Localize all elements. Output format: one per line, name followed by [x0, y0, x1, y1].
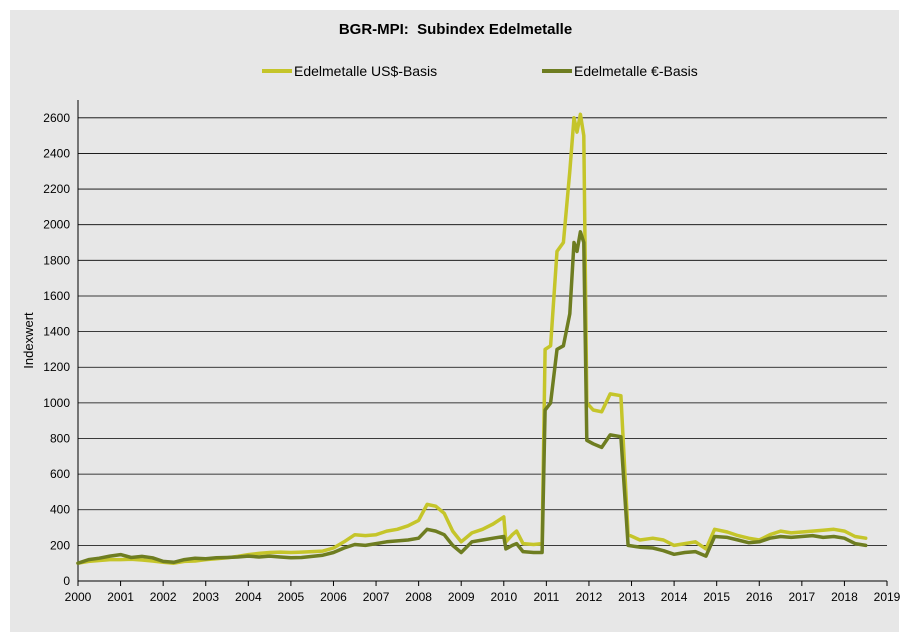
x-tick-label: 2004 — [235, 590, 262, 604]
x-tick-label: 2014 — [661, 590, 688, 604]
y-tick-label: 600 — [50, 467, 70, 481]
legend-swatch-eur — [542, 69, 572, 73]
legend-item-usd: Edelmetalle US$-Basis — [262, 62, 437, 80]
y-tick-label: 1200 — [43, 360, 70, 374]
y-tick-label: 1600 — [43, 289, 70, 303]
x-tick-label: 2007 — [363, 590, 390, 604]
x-tick-label: 2015 — [703, 590, 730, 604]
x-tick-label: 2005 — [278, 590, 305, 604]
y-tick-label: 400 — [50, 503, 70, 517]
x-tick-label: 2013 — [618, 590, 645, 604]
y-tick-label: 2000 — [43, 218, 70, 232]
series-line-usd — [76, 112, 868, 565]
x-tick-label: 2008 — [405, 590, 432, 604]
x-tick-label: 2012 — [576, 590, 603, 604]
x-tick-label: 2010 — [490, 590, 517, 604]
x-tick-label: 2002 — [150, 590, 177, 604]
x-tick-label: 2017 — [788, 590, 815, 604]
series-line-eur — [76, 230, 868, 565]
x-tick-label: 2011 — [533, 590, 559, 604]
chart-title: BGR-MPI: Subindex Edelmetalle — [338, 21, 573, 38]
y-tick-label: 2400 — [43, 146, 70, 160]
y-tick-label: 1400 — [43, 325, 70, 339]
legend-item-eur: Edelmetalle €-Basis — [542, 62, 698, 80]
y-tick-label: 800 — [50, 431, 70, 445]
x-tick-label: 2009 — [448, 590, 475, 604]
legend-label-usd: Edelmetalle US$-Basis — [294, 63, 438, 79]
x-tick-label: 2019 — [874, 590, 901, 604]
legend-swatch-usd — [262, 69, 292, 73]
x-tick-label: 2001 — [107, 590, 134, 604]
x-tick-label: 2003 — [192, 590, 219, 604]
y-tick-label: 1800 — [43, 253, 70, 267]
legend-label-eur: Edelmetalle €-Basis — [574, 63, 698, 79]
x-tick-label: 2016 — [746, 590, 773, 604]
y-tick-label: 200 — [50, 538, 70, 552]
y-tick-label: 2200 — [43, 182, 70, 196]
y-tick-label: 0 — [63, 574, 70, 588]
x-tick-label: 2000 — [65, 590, 92, 604]
y-tick-label: 2600 — [43, 111, 70, 125]
x-tick-label: 2018 — [831, 590, 858, 604]
y-axis-title: Indexwert — [21, 312, 36, 369]
chart-background — [10, 10, 899, 632]
y-tick-label: 1000 — [43, 396, 70, 410]
x-tick-label: 2006 — [320, 590, 347, 604]
